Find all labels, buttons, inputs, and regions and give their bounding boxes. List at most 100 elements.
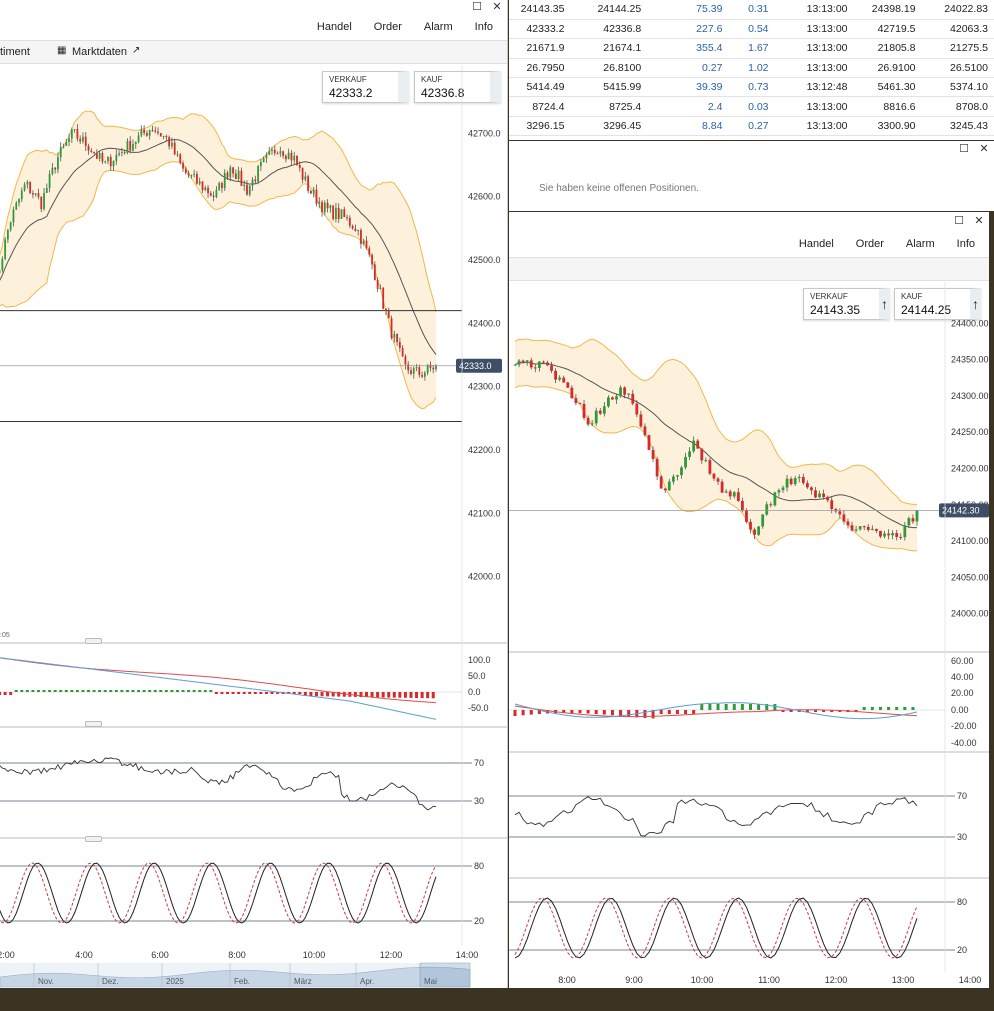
candle [373, 264, 376, 281]
candle [736, 492, 740, 501]
table-row[interactable]: 42333.2 42336.8 227.6 0.54 13:13:00 42719.5 42… [509, 19, 994, 40]
candle [237, 170, 240, 180]
table-cell: 42719.5 [853, 19, 922, 40]
left-chart-window: ☐ ✕ Handel Order Alarm Info timent ▦ Mar… [0, 0, 508, 988]
buy-label: KAUF [901, 292, 923, 301]
maximize-icon[interactable]: ☐ [959, 143, 969, 155]
maximize-icon[interactable]: ☐ [954, 215, 964, 227]
macd-bar [602, 710, 606, 715]
rsi-line [514, 796, 918, 837]
macd-bar [398, 692, 402, 698]
pane-resize-handle[interactable] [85, 836, 102, 842]
candle [198, 181, 201, 184]
rsi-line [0, 757, 437, 811]
table-cell: 24022.83 [921, 0, 994, 20]
rsi-axis-label: 70 [957, 791, 967, 801]
maximize-icon[interactable]: ☐ [472, 1, 482, 13]
external-link-icon[interactable]: ↗ [132, 45, 141, 56]
macd-bar [31, 690, 35, 692]
table-cell: 13:13:00 [774, 96, 854, 117]
tab-sentiment[interactable]: timent [0, 46, 30, 58]
macd-bar [862, 707, 866, 710]
menu-alarm[interactable]: Alarm [423, 21, 453, 33]
table-cell: 227.6 [647, 19, 729, 40]
table-row[interactable]: 21671.9 21674.1 355.4 1.67 13:13:00 21805.8 21… [509, 38, 994, 59]
menu-order[interactable]: Order [373, 21, 402, 33]
candle [745, 510, 748, 522]
close-icon[interactable]: ✕ [974, 215, 984, 227]
candle [740, 500, 744, 511]
close-icon[interactable]: ✕ [979, 143, 989, 155]
right-buy-button[interactable]: KAUF 24144.25 ↑ [894, 288, 981, 320]
macd-bar [81, 690, 85, 692]
candle [785, 478, 789, 488]
current-price-tag [939, 503, 989, 518]
macd-axis-label: 0.0 [468, 687, 481, 697]
macd-bar [365, 692, 369, 698]
menu-alarm[interactable]: Alarm [905, 238, 935, 250]
macd-bar [270, 692, 274, 694]
candle [310, 190, 312, 194]
candle [223, 172, 226, 189]
left-tabbar: timent ▦ Marktdaten ↗ [0, 40, 507, 64]
macd-bar [887, 707, 891, 710]
candle [357, 230, 360, 232]
candle [176, 154, 179, 156]
candle [290, 152, 293, 161]
table-cell: 24398.19 [853, 0, 922, 20]
candle [846, 521, 850, 526]
menu-handel[interactable]: Handel [316, 21, 352, 33]
close-icon[interactable]: ✕ [492, 1, 502, 13]
menu-handel[interactable]: Handel [798, 238, 834, 250]
buy-value: 42336.8 [421, 86, 465, 100]
candle [769, 504, 773, 506]
right-sell-button[interactable]: VERKAUF 24143.35 ↑ [803, 288, 890, 320]
candle [20, 190, 23, 200]
candle [84, 136, 87, 146]
left-buy-button[interactable]: KAUF 42336.8 [414, 71, 501, 103]
macd-bar [298, 692, 302, 694]
table-cell: 1.02 [728, 58, 775, 79]
candle [346, 217, 348, 219]
pane-resize-handle[interactable] [85, 638, 102, 644]
macd-bar [3, 692, 7, 695]
macd-axis-label: 100.0 [468, 655, 491, 665]
time-axis-label: 14:00 [456, 950, 479, 960]
table-row[interactable]: 5414.49 5415.99 39.39 0.73 13:12:48 5461.30 53… [509, 77, 994, 98]
candle [296, 155, 298, 165]
candle [643, 426, 647, 436]
macd-line [514, 702, 918, 720]
table-row[interactable]: 3296.15 3296.45 8.84 0.27 13:13:00 3300.90 324… [509, 116, 994, 137]
candle [351, 225, 354, 229]
menu-info[interactable]: Info [474, 21, 493, 33]
candle [293, 155, 296, 161]
price-axis-label: 24350.00 [951, 355, 989, 365]
candle [254, 179, 257, 182]
candle [165, 135, 168, 138]
candle [271, 149, 273, 152]
tab-marktdaten[interactable]: Marktdaten [72, 46, 128, 58]
candle [647, 435, 651, 450]
positions-window-controls: ☐ ✕ [958, 142, 990, 155]
table-cell: 21671.9 [509, 38, 571, 59]
macd-bar [159, 690, 163, 692]
table-row[interactable]: 26.7950 26.8100 0.27 1.02 13:13:00 26.9100 26.… [509, 58, 994, 79]
macd-bar [878, 707, 882, 710]
left-sell-button[interactable]: VERKAUF 42333.2 [322, 71, 409, 103]
candle [126, 140, 129, 154]
macd-bar [586, 710, 590, 714]
table-row[interactable]: 24143.35 24144.25 75.39 0.31 13:13:00 24398.1… [509, 0, 994, 20]
rsi-axis-label: 30 [957, 832, 967, 842]
quote-list-window: 24143.35 24144.25 75.39 0.31 13:13:00 24398.1… [509, 0, 994, 140]
menu-order[interactable]: Order [855, 238, 884, 250]
macd-bar [264, 692, 268, 694]
candle [348, 217, 351, 226]
table-row[interactable]: 8724.4 8725.4 2.4 0.03 13:13:00 8816.6 8708.0 [509, 96, 994, 117]
candle [360, 230, 362, 244]
candle [554, 370, 558, 380]
navigator-label: März [294, 977, 312, 986]
pane-resize-handle[interactable] [85, 721, 102, 727]
macd-bar [594, 710, 598, 714]
candle [696, 440, 700, 449]
menu-info[interactable]: Info [956, 238, 975, 250]
